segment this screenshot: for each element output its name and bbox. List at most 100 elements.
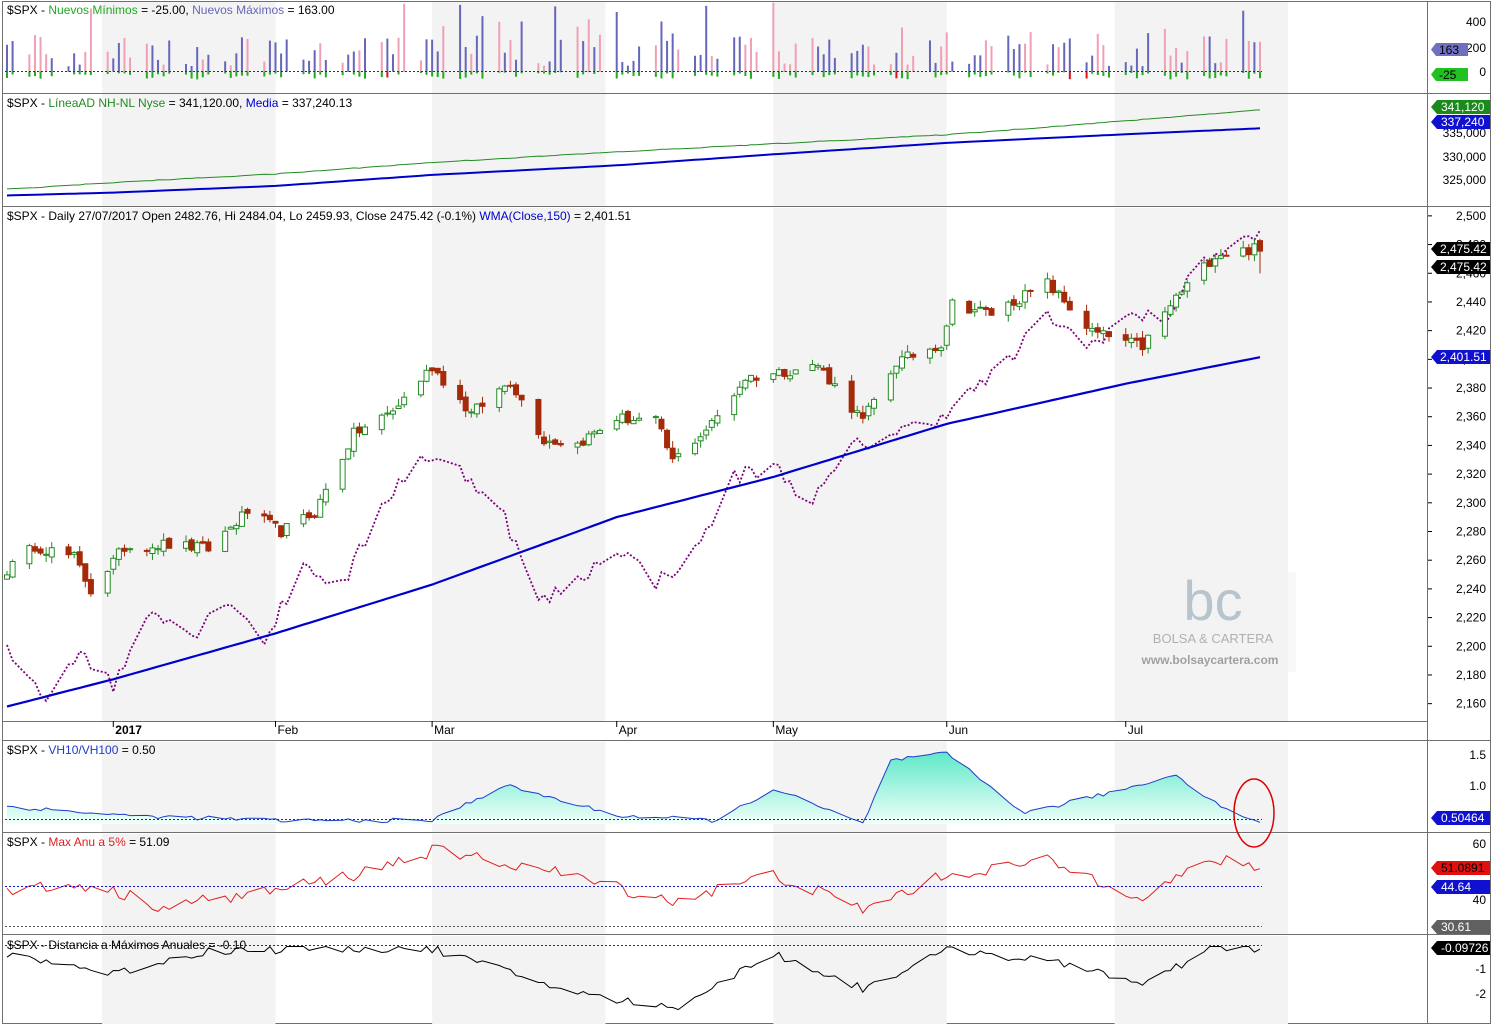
candle — [1122, 328, 1129, 347]
candle — [473, 403, 480, 418]
candle — [926, 347, 933, 364]
candle — [703, 425, 710, 440]
candle — [1133, 332, 1140, 348]
candle — [904, 345, 911, 360]
price-tick: 2,280 — [1456, 524, 1486, 538]
candle — [272, 520, 279, 528]
candle — [82, 563, 89, 588]
panel-separators — [3, 2, 1490, 1023]
svg-text:-0.09726: -0.09726 — [1441, 941, 1489, 955]
price-panel — [4, 229, 1263, 708]
candle — [283, 523, 290, 539]
svg-text:-25: -25 — [1439, 68, 1457, 82]
candle — [155, 545, 162, 555]
candle — [815, 363, 822, 371]
candle — [848, 375, 855, 420]
candle — [183, 535, 189, 552]
month-band — [773, 2, 947, 95]
month-band — [773, 936, 947, 1024]
candle — [630, 416, 637, 425]
candle — [1016, 300, 1023, 311]
adline-tick: 335,000 — [1443, 126, 1487, 140]
candle — [792, 369, 799, 375]
candle — [966, 299, 973, 314]
candle — [31, 542, 38, 554]
month-band — [773, 95, 947, 206]
adline-y-axis: 335,000 330,000 325,000 — [1443, 126, 1487, 187]
candle — [770, 373, 777, 383]
month-band — [102, 834, 276, 934]
candle — [233, 522, 240, 535]
candle — [87, 573, 94, 597]
candle — [541, 431, 547, 447]
candle — [1240, 240, 1247, 258]
candle — [26, 543, 33, 569]
month-label: 2017 — [115, 723, 142, 737]
candle — [1145, 334, 1152, 354]
candle — [820, 365, 827, 371]
candle — [697, 432, 704, 448]
candle — [613, 415, 620, 432]
candle — [596, 428, 603, 434]
candle — [1251, 238, 1258, 262]
candle — [1223, 250, 1230, 257]
oscillator-dotted-line — [6, 229, 1261, 703]
price-tick: 2,320 — [1456, 467, 1486, 481]
month-band — [773, 208, 947, 721]
candle — [205, 538, 212, 553]
candle — [1055, 289, 1062, 299]
month-band — [432, 95, 606, 206]
candle — [932, 344, 939, 353]
candle — [971, 302, 978, 317]
nhnl-tick: 200 — [1466, 41, 1486, 55]
candle — [1066, 296, 1073, 311]
adline-tick: 330,000 — [1443, 150, 1487, 164]
vh-area — [7, 752, 1260, 824]
candle — [714, 409, 721, 427]
month-band — [102, 208, 276, 721]
candle — [423, 364, 430, 383]
maxanu-title: $SPX - Max Anu a 5% = 51.09 — [7, 835, 170, 849]
candle — [356, 422, 363, 438]
wma-line — [6, 356, 1261, 708]
vh-panel — [6, 751, 1261, 824]
watermark-name: BOLSA & CARTERA — [1153, 631, 1274, 646]
candle — [669, 441, 676, 463]
candle — [854, 405, 861, 417]
candle — [591, 429, 598, 438]
candle — [76, 546, 83, 568]
candle — [468, 408, 475, 418]
candle — [692, 438, 699, 456]
watermark-logo: bc — [1183, 569, 1242, 632]
vh-title: $SPX - VH10/VH100 = 0.50 — [7, 743, 156, 757]
candle — [143, 548, 150, 557]
candle — [736, 381, 743, 398]
month-band — [432, 834, 606, 934]
candle — [395, 398, 402, 409]
annotation-circle — [1233, 778, 1275, 848]
candle — [429, 367, 436, 376]
candle — [675, 448, 682, 462]
nhnl-y-axis: 400 200 0 — [1466, 15, 1486, 79]
candle — [188, 537, 195, 553]
candle — [988, 307, 995, 316]
candle — [552, 438, 559, 446]
price-badge-wma: 2,401.51 — [1431, 350, 1490, 364]
month-label: Mar — [434, 723, 455, 737]
candle — [1061, 285, 1068, 304]
month-band — [1114, 936, 1288, 1024]
vh-badge: 0.50464 — [1431, 811, 1490, 825]
dist-line — [6, 945, 1261, 1011]
candle — [1005, 300, 1012, 322]
candle — [1173, 292, 1180, 312]
candle — [1100, 326, 1107, 341]
candle — [238, 505, 245, 527]
candle — [115, 547, 122, 566]
candle — [166, 536, 173, 549]
maxanu-tick: 60 — [1473, 837, 1487, 851]
candle — [339, 458, 346, 493]
candle — [501, 384, 508, 395]
candle — [350, 422, 357, 457]
candle — [546, 434, 553, 449]
candle — [462, 391, 469, 418]
